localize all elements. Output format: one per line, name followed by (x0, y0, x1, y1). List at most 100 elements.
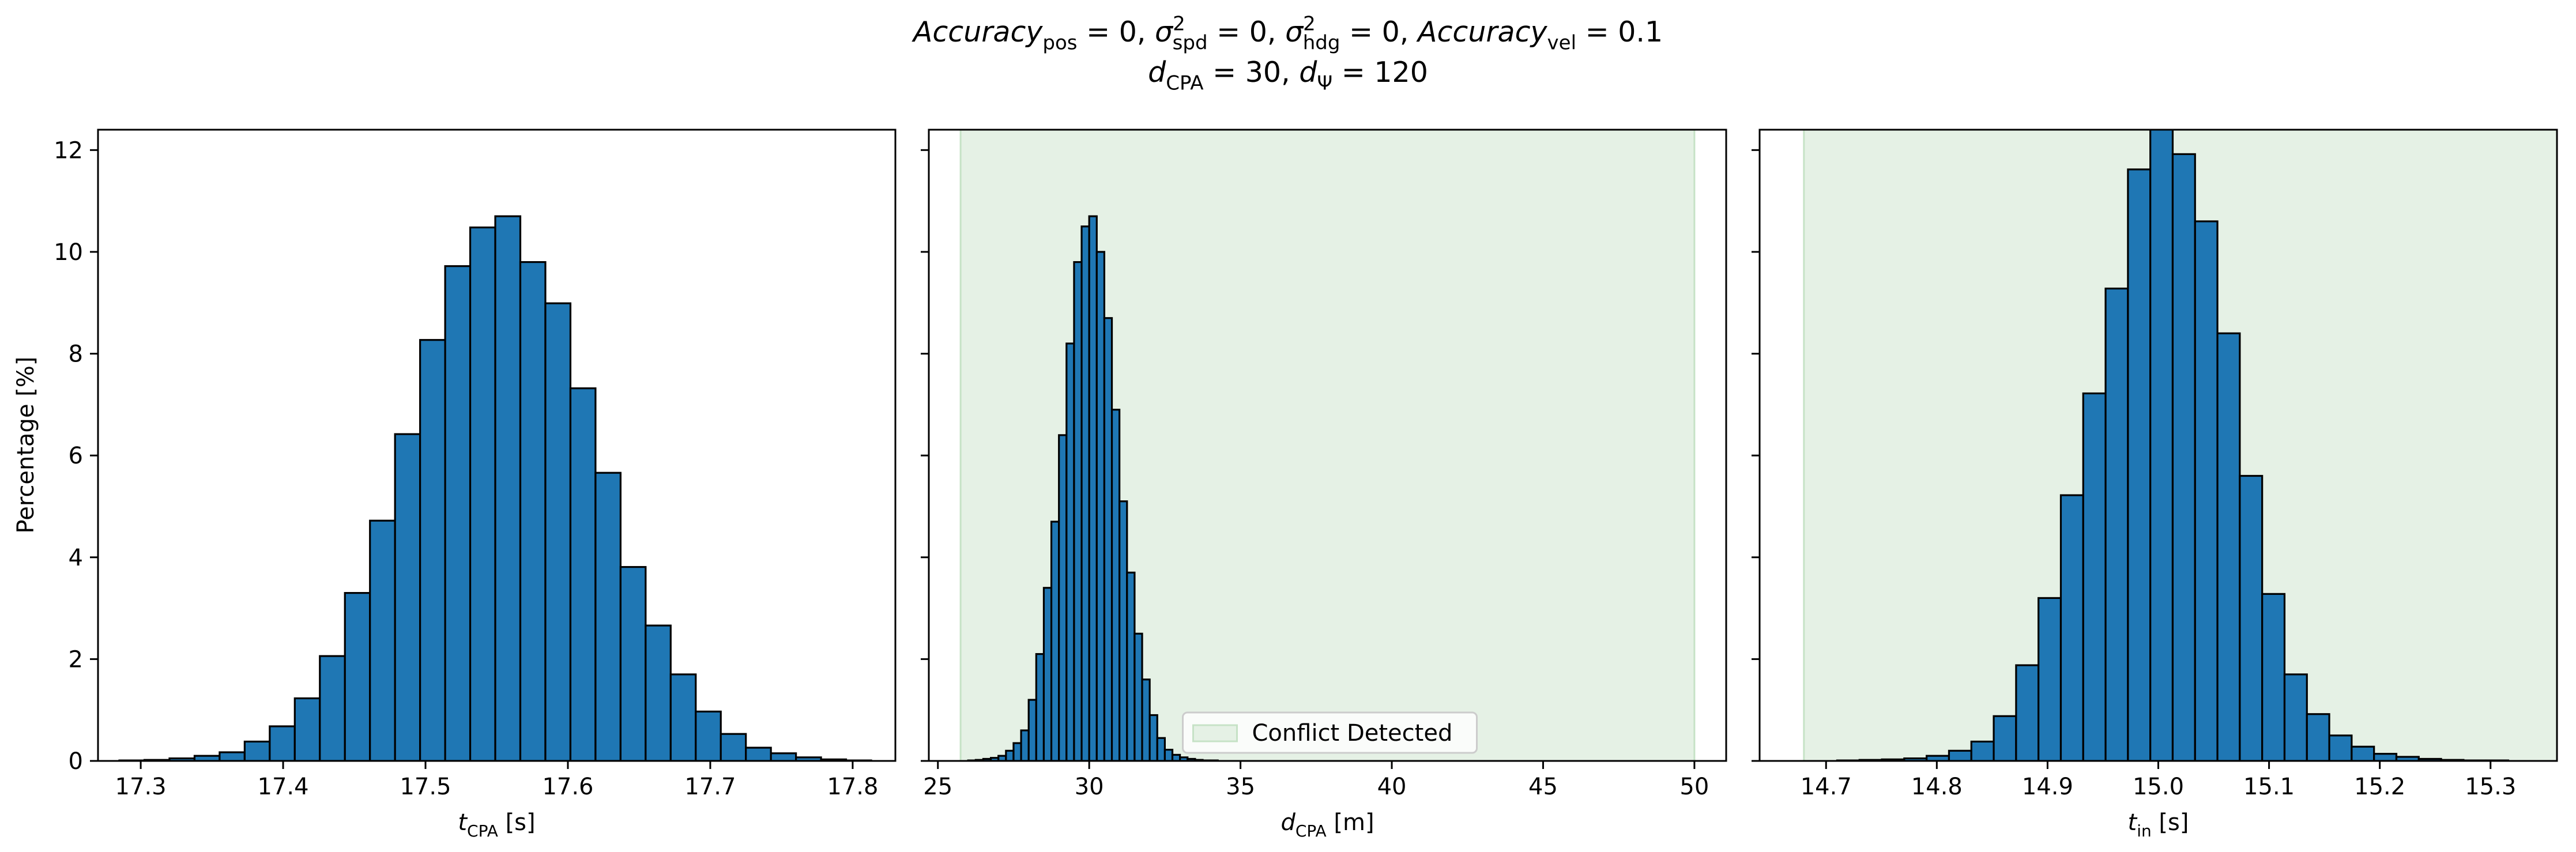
x-tick-label: 25 (923, 774, 952, 800)
x-tick-label: 14.9 (2022, 774, 2073, 800)
histogram-bar (369, 519, 396, 761)
x-axis-label: dCPA [m] (1281, 809, 1374, 840)
figure-title-line-2: dCPA = 30, dΨ = 120 (1148, 56, 1428, 95)
histogram-bar (2038, 597, 2062, 761)
x-tick-label: 15.0 (2133, 774, 2184, 800)
y-tick-label: 2 (69, 646, 83, 673)
histogram-bar (1126, 571, 1136, 761)
subplot-2: 25 30 35 40 45 50 dCPA [m] Conflict Detected (921, 129, 1727, 840)
histogram-bar (243, 740, 271, 761)
x-axis-label: tin [s] (2128, 809, 2189, 840)
histogram-bar (720, 733, 747, 761)
histogram-bar (2171, 153, 2196, 761)
x-tick-label: 15.2 (2354, 774, 2405, 800)
y-tick-label: 10 (54, 239, 83, 266)
legend-label: Conflict Detected (1252, 720, 1453, 747)
subplot-1: 17.3 17.4 17.5 17.6 17.7 17.8 0 2 4 6 8 10 12 tCPA [s… (54, 129, 897, 840)
histogram-bar (419, 339, 446, 761)
x-tick-label: 14.7 (1801, 774, 1852, 800)
y-axis-label: Percentage [%] (13, 357, 39, 534)
histogram-bar (2194, 220, 2219, 761)
histogram-bar (2239, 474, 2264, 761)
x-tick-label: 17.3 (115, 774, 167, 800)
x-tick-label: 40 (1377, 774, 1407, 800)
histogram-bar (2127, 168, 2152, 761)
histogram-bar (2261, 593, 2286, 761)
histogram-bar (1073, 261, 1083, 761)
y-tick-label: 6 (69, 443, 83, 469)
histogram-bar (569, 387, 597, 761)
subplot-3: 14.7 14.8 14.9 15.0 15.1 15.2 15.3 tin [s] (1752, 129, 2558, 840)
histogram-bar (2216, 332, 2241, 761)
x-tick-label: 17.8 (827, 774, 878, 800)
histogram-bar (494, 215, 522, 761)
y-tick-label: 4 (69, 545, 83, 571)
axes-frame (928, 129, 1727, 762)
histogram-bar (1993, 715, 2017, 761)
legend-swatch (1192, 724, 1238, 742)
x-tick-label: 17.4 (258, 774, 309, 800)
x-tick-label: 15.3 (2465, 774, 2516, 800)
axes-frame (97, 129, 897, 762)
plot-area (118, 215, 872, 761)
histogram-bar (1163, 748, 1174, 761)
legend: Conflict Detected (1182, 711, 1478, 754)
histogram-bar (293, 697, 321, 761)
x-tick-label: 17.5 (400, 774, 451, 800)
histogram-bar (1088, 215, 1098, 761)
histogram-bar (770, 752, 797, 761)
histogram-bar (1970, 740, 1995, 761)
x-tick-label: 17.7 (684, 774, 736, 800)
histogram-bar (1027, 699, 1037, 761)
histogram-bar (2328, 734, 2353, 761)
x-axis-label: tCPA [s] (458, 809, 535, 840)
histogram-bar (219, 751, 246, 761)
histogram-bar (1133, 632, 1143, 761)
histogram-bar (394, 433, 421, 761)
y-tick-label: 8 (69, 341, 83, 368)
histogram-bar (1080, 225, 1090, 761)
histogram-bar (2373, 753, 2398, 761)
histogram-bar (2059, 494, 2084, 761)
y-tick-label: 12 (54, 137, 83, 164)
x-tick-label: 14.8 (1911, 774, 1963, 800)
histogram-bar (344, 591, 371, 761)
histogram-bar (444, 265, 472, 761)
x-tick-label: 45 (1528, 774, 1558, 800)
x-tick-label: 17.6 (542, 774, 593, 800)
legend-box (1182, 711, 1478, 754)
histogram-bar (2015, 664, 2040, 761)
histogram-bar (1110, 409, 1121, 761)
histogram-bar (645, 624, 672, 761)
histogram-bar (1050, 521, 1060, 761)
histogram-bar (2283, 673, 2308, 761)
histogram-bar (319, 655, 346, 761)
x-tick-label: 30 (1075, 774, 1104, 800)
histogram-bar (669, 673, 697, 761)
histogram-bar (1118, 500, 1128, 761)
histogram-bar (2351, 745, 2375, 761)
x-tick-label: 50 (1679, 774, 1709, 800)
histogram-bar (594, 472, 622, 761)
histogram-bar (2149, 130, 2174, 761)
histogram-bar (695, 710, 722, 761)
subplots: 17.3 17.4 17.5 17.6 17.7 17.8 0 2 4 6 8 10 12 tCPA [s… (54, 129, 2558, 840)
histogram-bar (269, 725, 296, 761)
histogram-bar (1171, 753, 1181, 761)
histogram-bar (1005, 749, 1015, 761)
histogram-bar (1020, 729, 1030, 761)
histogram-bar (1948, 749, 1972, 761)
histogram-bar (1148, 714, 1158, 761)
histogram-bar (1103, 317, 1113, 761)
y-tick-label: 0 (69, 748, 83, 775)
x-tick-label: 35 (1226, 774, 1255, 800)
histogram-bar (1012, 742, 1022, 761)
histogram-bar (1042, 587, 1053, 761)
plot-area (1803, 130, 2557, 761)
histogram-bar (1065, 342, 1075, 761)
histogram-bar (1058, 434, 1068, 761)
histogram-bar (1095, 251, 1106, 761)
histogram-bar (2306, 713, 2330, 761)
histogram-bar (1156, 737, 1166, 761)
